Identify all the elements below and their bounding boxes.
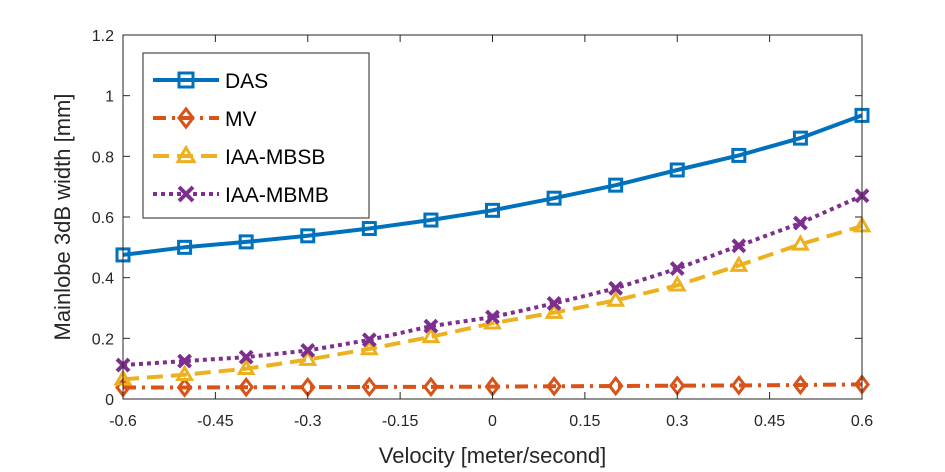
series-iaa-mbmb [115, 188, 870, 373]
data-point-iaa-mbmb [300, 343, 316, 358]
legend-item-iaa-mbsb: IAA-MBSB [153, 144, 325, 169]
data-point-iaa-mbsb [421, 326, 441, 344]
data-point-iaa-mbmb [485, 309, 500, 325]
x-tick-label: 0.15 [569, 413, 600, 430]
series-line-mv [123, 382, 863, 390]
legend-label-iaa-mbmb: IAA-MBMB [225, 184, 329, 207]
y-tick-label: 1 [105, 89, 114, 106]
data-point-iaa-mbmb [361, 332, 377, 348]
data-point-iaa-mbsb [729, 255, 749, 272]
data-point-mv [792, 374, 809, 396]
data-point-das [546, 190, 562, 206]
data-point-iaa-mbsb [790, 234, 810, 251]
data-point-das [669, 162, 685, 178]
data-point-das [361, 221, 377, 237]
data-point-iaa-mbmb [546, 296, 562, 311]
data-point-mv [730, 375, 747, 396]
x-tick-label: 0.45 [754, 413, 785, 430]
x-tick-label: -0.45 [197, 413, 234, 430]
data-point-iaa-mbsb [298, 349, 318, 366]
x-tick-label: 0 [488, 413, 497, 430]
y-tick-label: 1.2 [92, 28, 114, 45]
data-point-das [485, 202, 500, 218]
y-tick-label: 0.4 [92, 271, 114, 288]
data-point-iaa-mbmb [177, 353, 192, 369]
data-point-iaa-mbmb [669, 261, 685, 276]
data-point-das [731, 147, 747, 163]
data-point-iaa-mbmb [423, 318, 439, 334]
x-tick-label: -0.6 [109, 413, 137, 430]
data-point-das [608, 177, 624, 193]
y-tick-label: 0.8 [92, 149, 114, 166]
data-point-mv [238, 376, 255, 398]
legend-item-mv: MV [153, 106, 257, 131]
data-point-mv [176, 377, 193, 398]
data-point-iaa-mbmb [238, 349, 254, 365]
legend-marker-iaa-mbsb [175, 144, 197, 164]
legend: DAS MV IAA-MBSB IAA-MBMB [142, 52, 370, 219]
legend-label-iaa-mbsb: IAA-MBSB [225, 146, 325, 169]
data-point-iaa-mbsb [606, 290, 626, 307]
series-line-das [122, 113, 863, 257]
legend-label-mv: MV [225, 108, 257, 131]
data-point-iaa-mbsb [359, 338, 379, 356]
legend-label-das: DAS [225, 70, 268, 93]
data-point-iaa-mbmb [608, 280, 624, 296]
x-tick-label: 0.3 [666, 413, 688, 430]
data-point-iaa-mbsb [236, 358, 256, 375]
tick-labels: -0.6 -0.45 -0.3 -0.15 0 0.15 0.3 0.45 0.6 0 0.2 0.4… [92, 28, 873, 430]
data-point-iaa-mbsb [544, 302, 564, 319]
data-point-iaa-mbsb [667, 275, 687, 292]
data-point-das [238, 234, 254, 250]
data-point-iaa-mbmb [793, 215, 808, 231]
data-point-das [423, 212, 439, 228]
x-tick-label: 0.6 [851, 413, 873, 430]
legend-marker-das [177, 71, 195, 89]
series-layer [113, 107, 872, 398]
data-point-mv [546, 375, 562, 397]
legend-marker-mv [177, 106, 195, 130]
series-iaa-mbsb [113, 215, 872, 386]
data-point-das [792, 130, 808, 146]
y-tick-label: 0.2 [92, 331, 114, 348]
data-point-mv [607, 375, 624, 397]
y-axis-label: Mainlobe 3dB width [mm] [50, 94, 75, 341]
y-tick-label: 0 [105, 392, 114, 409]
legend-marker-iaa-mbmb [177, 185, 195, 203]
x-tick-label: -0.3 [294, 413, 322, 430]
data-point-mv [361, 376, 378, 398]
data-point-mv [423, 376, 439, 398]
data-point-das [300, 228, 316, 244]
y-tick-label: 0.6 [92, 210, 114, 227]
data-point-das [177, 239, 193, 255]
legend-item-das: DAS [153, 70, 268, 93]
legend-item-iaa-mbmb: IAA-MBMB [153, 184, 329, 207]
data-point-iaa-mbsb [175, 364, 195, 382]
x-tick-label: -0.15 [382, 413, 419, 430]
series-line-iaa-mbsb [122, 224, 863, 382]
axes [122, 34, 863, 400]
x-axis-label: Velocity [meter/second] [379, 443, 606, 468]
data-point-iaa-mbmb [731, 238, 747, 254]
